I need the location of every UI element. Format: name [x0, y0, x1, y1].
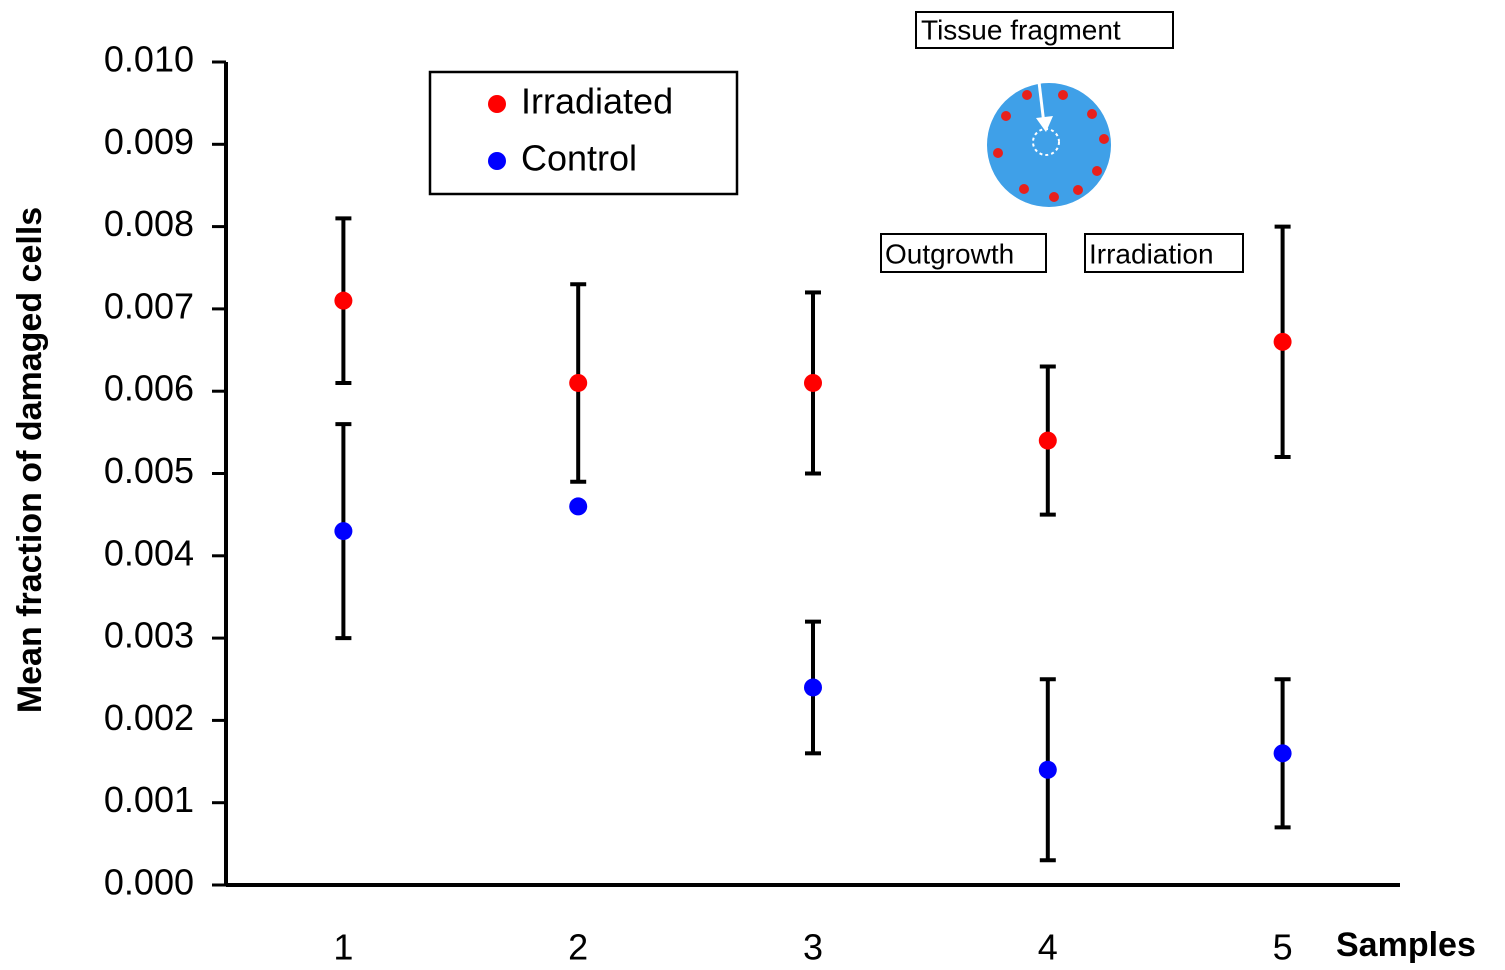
y-tick-label: 0.004: [104, 532, 194, 573]
arrow: [1037, 81, 1046, 125]
tissue-circle: [987, 83, 1111, 207]
legend-label: Irradiated: [521, 81, 673, 122]
x-tick-label: 3: [803, 927, 823, 968]
x-tick-label: 1: [333, 927, 353, 968]
point: [1273, 332, 1292, 351]
x-tick-label: 2: [568, 927, 588, 968]
point: [1273, 744, 1292, 763]
point: [334, 291, 353, 310]
point: [804, 678, 822, 697]
y-tick-label: 0.008: [104, 203, 194, 244]
y-tick-label: 0.000: [104, 862, 194, 903]
point: [569, 373, 588, 392]
point: [804, 373, 822, 392]
y-axis-label: Mean fraction of damaged cells: [11, 207, 49, 713]
y-tick-label: 0.009: [104, 121, 194, 162]
cell-dots: [993, 90, 1109, 202]
legend-box: [428, 70, 739, 196]
y-tick-label: 0.007: [104, 285, 194, 326]
x-tick-label: 5: [1273, 927, 1293, 968]
y-tick-label: 0.001: [104, 779, 194, 820]
y-tick-label: 0.003: [104, 615, 194, 656]
point: [1038, 431, 1057, 450]
y-tick-label: 0.002: [104, 697, 194, 738]
y-tick-label: 0.005: [104, 450, 194, 491]
inset-diagram: Tissue fragment Outgrowth Irradiation: [880, 11, 1244, 273]
legend-marker: [488, 95, 506, 113]
y-tick-label: 0.010: [104, 39, 194, 80]
point: [569, 497, 588, 516]
point: [334, 522, 353, 541]
annotation-box: [880, 233, 1047, 273]
annotation: Tissue fragment: [921, 14, 1121, 45]
annotation: Outgrowth: [885, 238, 1014, 269]
annotation-box: [915, 11, 1174, 49]
y-tick-label: 0.006: [104, 368, 194, 409]
legend-label: Control: [521, 138, 637, 179]
point: [1038, 760, 1057, 779]
arrow-head: [1036, 116, 1053, 132]
annotation: Irradiation: [1089, 238, 1214, 269]
x-axis-label: Samples: [1336, 926, 1476, 964]
x-tick-label: 4: [1038, 927, 1058, 968]
annotation-box: [1084, 233, 1244, 273]
legend-marker: [488, 152, 506, 170]
